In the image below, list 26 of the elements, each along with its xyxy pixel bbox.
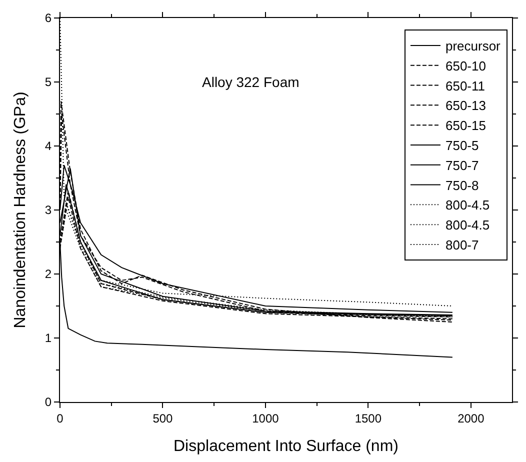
x-axis-title: Displacement Into Surface (nm) <box>174 438 398 456</box>
legend-label: 650-13 <box>445 98 486 114</box>
x-tick-label: 1500 <box>354 411 382 426</box>
legend-label: 750-7 <box>445 158 479 173</box>
y-tick-label: 3 <box>44 203 52 218</box>
legend-label: 800-4.5 <box>445 218 490 233</box>
x-tick-label: 1000 <box>252 411 280 426</box>
annotation: Alloy 322 Foam <box>202 74 300 90</box>
x-tick-label: 500 <box>152 411 174 426</box>
y-tick-label: 1 <box>44 331 52 346</box>
y-tick-label: 4 <box>44 139 52 154</box>
y-tick-label: 6 <box>44 11 52 26</box>
legend-label: 650-15 <box>445 118 486 134</box>
legend-label: 650-11 <box>445 78 485 94</box>
y-tick-label: 0 <box>44 395 52 410</box>
legend-label: 650-10 <box>445 58 486 74</box>
legend-label: 800-7 <box>445 238 479 253</box>
legend-label: 750-5 <box>445 138 479 154</box>
y-axis-title: Nanoindentation Hardness (GPa) <box>12 92 29 328</box>
x-tick-label: 2000 <box>458 411 485 426</box>
x-tick-label: 0 <box>56 411 64 426</box>
y-tick-label: 2 <box>44 267 52 282</box>
legend-label: precursor <box>445 38 502 54</box>
y-tick-label: 5 <box>44 75 52 90</box>
legend-label: 750-8 <box>445 178 479 193</box>
legend-label: 800-4.5 <box>445 198 490 213</box>
